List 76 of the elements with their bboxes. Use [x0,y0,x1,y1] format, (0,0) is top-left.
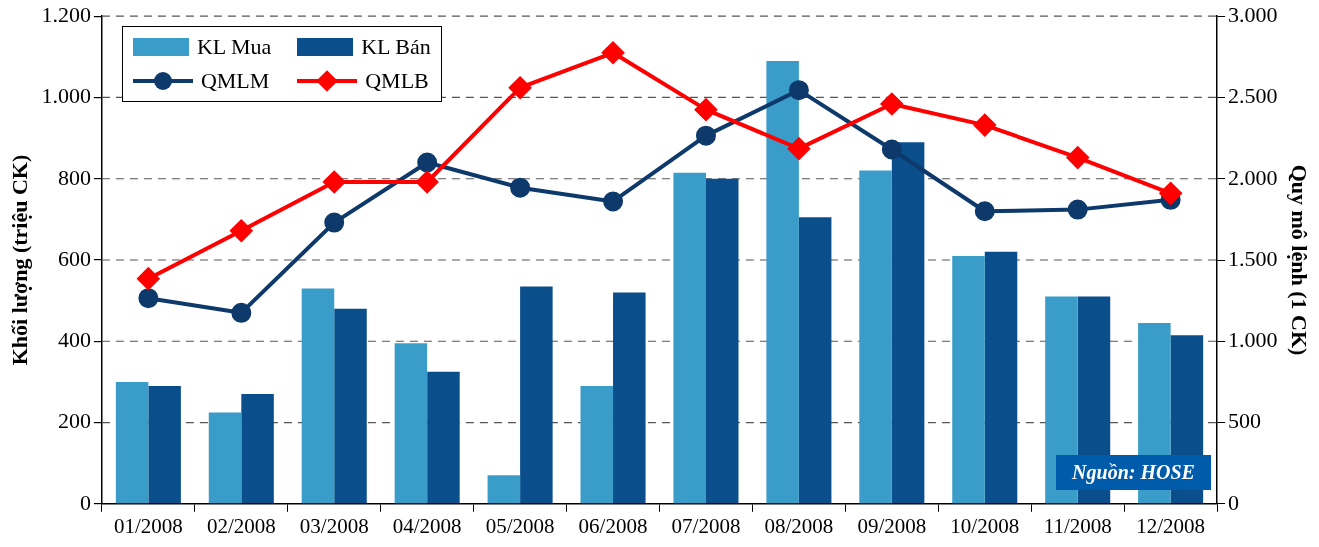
point [231,302,252,323]
point [880,92,903,115]
bar [766,60,799,504]
x-tick-label: 05/2008 [485,513,555,538]
point [787,137,810,160]
point [603,191,624,212]
point [695,125,716,146]
point [602,41,625,64]
x-tick-label: 12/2008 [1136,513,1206,538]
x-tick-label: 04/2008 [392,513,462,538]
x-tick-label: 07/2008 [671,513,741,538]
y2-axis-title: Quy mô lệnh (1 CK) [1287,164,1313,356]
x-tick-label: 10/2008 [950,513,1020,538]
point [509,76,532,99]
y-tick-label: 0 [79,489,91,515]
bar [427,371,460,504]
y2-tick-label: 1.000 [1228,327,1278,353]
bar [984,251,1018,504]
y-tick-label: 400 [57,327,91,353]
x-tick-label: 03/2008 [299,513,369,538]
y-axis-title: Khối lượng (triệu CK) [6,154,32,366]
bar [520,286,553,504]
point [881,139,902,160]
y2-tick-label: 2.000 [1228,164,1278,190]
bar [241,394,274,504]
y2-tick-label: 3.000 [1228,1,1278,27]
point [694,98,717,121]
y2-tick-label: 2.500 [1228,83,1278,109]
point [416,170,439,193]
legend-label: KL Bán [361,34,431,61]
point [1066,146,1089,169]
point [510,177,531,198]
y-tick-label: 1.000 [41,83,91,109]
bar [859,170,892,504]
bar [613,292,646,504]
bar [394,343,428,504]
point [323,170,346,193]
bar [148,385,181,504]
point [974,201,995,222]
point [417,152,438,173]
bar [673,172,706,504]
legend-label: QMLB [365,68,429,95]
x-tick-label: 11/2008 [1043,513,1112,538]
point [1159,182,1182,205]
y-tick-label: 600 [57,245,91,271]
bar [891,142,925,504]
point [230,219,253,242]
point [138,288,159,309]
y2-tick-label: 1.500 [1228,245,1278,271]
legend-label: QMLM [200,68,270,95]
x-tick-label: 02/2008 [206,513,276,538]
legend-label: KL Mua [196,34,272,61]
x-tick-label: 08/2008 [764,513,834,538]
bar [952,255,985,504]
bar [115,381,149,504]
y2-tick-label: 500 [1228,408,1262,434]
bar [334,308,367,504]
point [788,80,809,101]
y-tick-label: 200 [57,408,91,434]
annotation: Nguồn: HOSE [1056,454,1211,490]
y2-tick-label: 0 [1228,489,1240,515]
point [973,114,996,137]
point [324,212,345,233]
x-tick-label: 06/2008 [578,513,648,538]
point [1067,199,1088,220]
point [137,267,160,290]
bar [798,217,832,504]
x-tick-label: 09/2008 [857,513,927,538]
x-tick-label: 01/2008 [113,513,183,538]
bar [487,475,521,504]
bar [208,412,242,504]
bar [580,385,614,504]
bar [705,178,739,504]
y-tick-label: 800 [57,164,91,190]
bar [301,288,335,504]
y-tick-label: 1.200 [41,1,91,27]
